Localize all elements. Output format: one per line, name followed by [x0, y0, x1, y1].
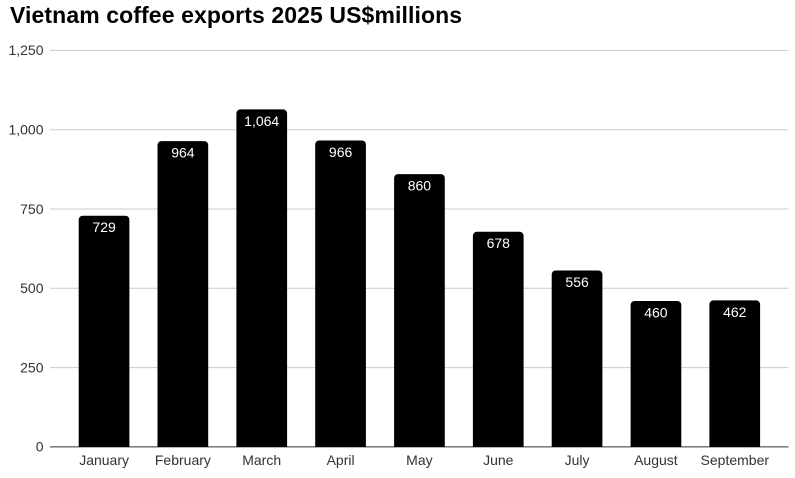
svg-text:500: 500 — [20, 280, 44, 296]
svg-text:May: May — [406, 452, 432, 468]
svg-text:January: January — [79, 452, 129, 468]
svg-text:0: 0 — [36, 439, 44, 455]
svg-text:September: September — [701, 452, 770, 468]
svg-text:678: 678 — [487, 235, 511, 251]
svg-text:March: March — [242, 452, 281, 468]
svg-text:860: 860 — [408, 178, 432, 194]
svg-text:750: 750 — [20, 201, 44, 217]
svg-text:Vietnam coffee exports 2025 US: Vietnam coffee exports 2025 US$millions — [10, 2, 462, 28]
svg-text:February: February — [155, 452, 211, 468]
svg-text:1,250: 1,250 — [8, 42, 43, 58]
svg-text:966: 966 — [329, 144, 353, 160]
svg-text:556: 556 — [565, 274, 589, 290]
svg-text:June: June — [483, 452, 514, 468]
svg-text:April: April — [327, 452, 355, 468]
svg-text:964: 964 — [171, 145, 195, 161]
svg-text:250: 250 — [20, 359, 44, 375]
svg-text:July: July — [565, 452, 590, 468]
svg-text:460: 460 — [644, 304, 668, 320]
svg-text:462: 462 — [723, 304, 747, 320]
svg-text:1,064: 1,064 — [244, 113, 279, 129]
svg-text:729: 729 — [92, 219, 116, 235]
svg-text:1,000: 1,000 — [8, 122, 43, 138]
svg-text:August: August — [634, 452, 678, 468]
